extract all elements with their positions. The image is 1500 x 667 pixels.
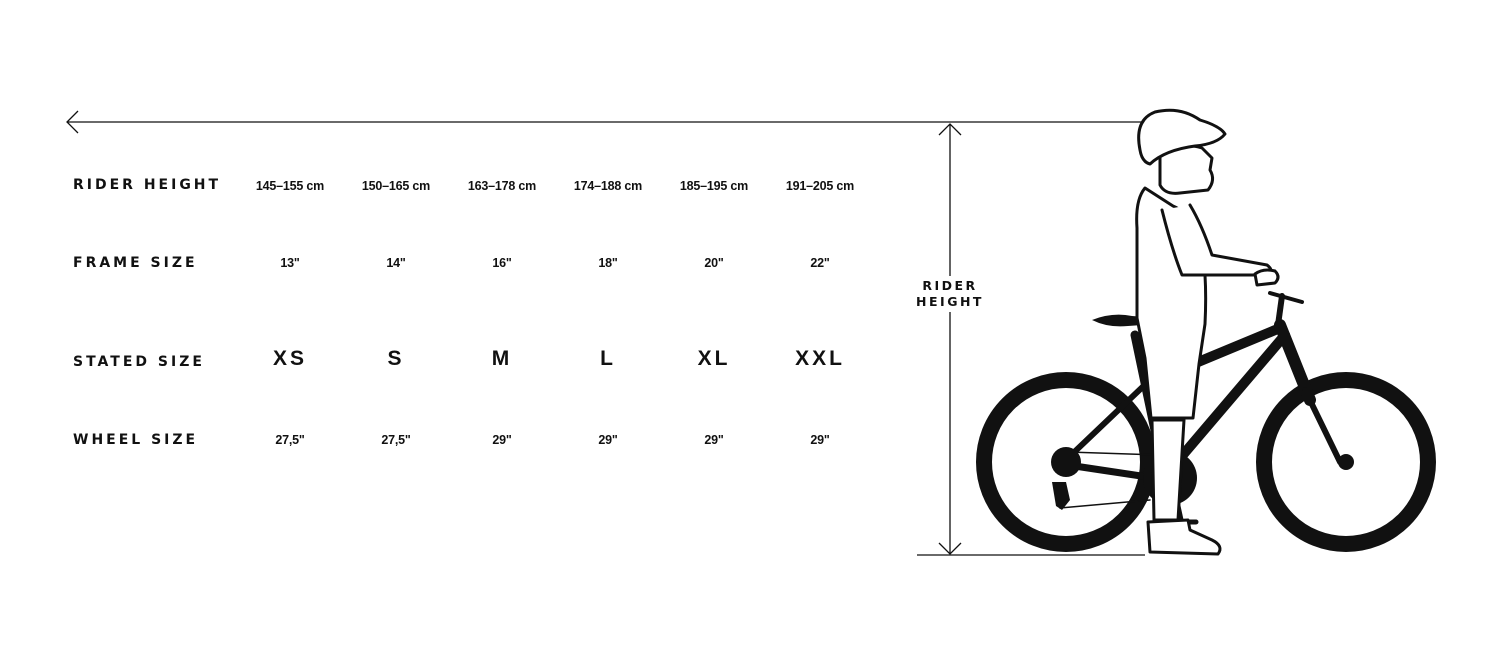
frame-size-cell: 16" bbox=[492, 256, 512, 270]
frame-size-cell: 22" bbox=[810, 256, 830, 270]
frame-size-cell: 13" bbox=[280, 256, 300, 270]
stated-size-cell: XL bbox=[697, 347, 731, 370]
row-label-stated-size: STATED SIZE bbox=[73, 354, 205, 370]
stated-size-cell: XXL bbox=[795, 347, 845, 370]
rider-height-cell: 191–205 cm bbox=[785, 179, 855, 193]
frame-size-cell: 20" bbox=[704, 256, 724, 270]
stated-size-cell: S bbox=[387, 347, 405, 370]
rider-height-cell: 163–178 cm bbox=[467, 179, 537, 193]
rear-derailleur bbox=[1052, 482, 1070, 510]
frame-size-cell: 14" bbox=[386, 256, 406, 270]
top-reference-arrow bbox=[66, 110, 1142, 134]
wheel-size-cell: 27,5" bbox=[275, 433, 305, 447]
stated-size-cell: M bbox=[491, 347, 513, 370]
front-hub bbox=[1338, 454, 1354, 470]
rider-height-cell: 150–165 cm bbox=[361, 179, 431, 193]
wheel-size-cell: 29" bbox=[810, 433, 830, 447]
rider-height-cell: 185–195 cm bbox=[679, 179, 749, 193]
wheel-size-cell: 29" bbox=[598, 433, 618, 447]
rear-cassette bbox=[1051, 447, 1081, 477]
rider-height-cell: 145–155 cm bbox=[255, 179, 325, 193]
wheel-size-cell: 29" bbox=[704, 433, 724, 447]
wheel-size-cell: 29" bbox=[492, 433, 512, 447]
stated-size-cell: L bbox=[600, 347, 616, 370]
rider-height-measure-arrow bbox=[917, 123, 1145, 556]
row-label-rider-height: RIDER HEIGHT bbox=[73, 177, 222, 193]
measure-label-line-2: HEIGHT bbox=[916, 294, 984, 309]
row-label-wheel-size: WHEEL SIZE bbox=[73, 432, 199, 448]
front-wheel bbox=[1256, 372, 1436, 552]
rear-wheel bbox=[976, 372, 1156, 552]
rider-figure bbox=[1135, 108, 1280, 556]
wheel-size-cell: 27,5" bbox=[381, 433, 411, 447]
row-label-frame-size: FRAME SIZE bbox=[73, 255, 198, 271]
frame-size-cell: 18" bbox=[598, 256, 618, 270]
rider-height-cell: 174–188 cm bbox=[573, 179, 643, 193]
measure-label-line-1: RIDER bbox=[922, 278, 978, 293]
rider-height-measure-label: RIDER HEIGHT bbox=[916, 276, 984, 312]
stated-size-cell: XS bbox=[272, 347, 307, 370]
